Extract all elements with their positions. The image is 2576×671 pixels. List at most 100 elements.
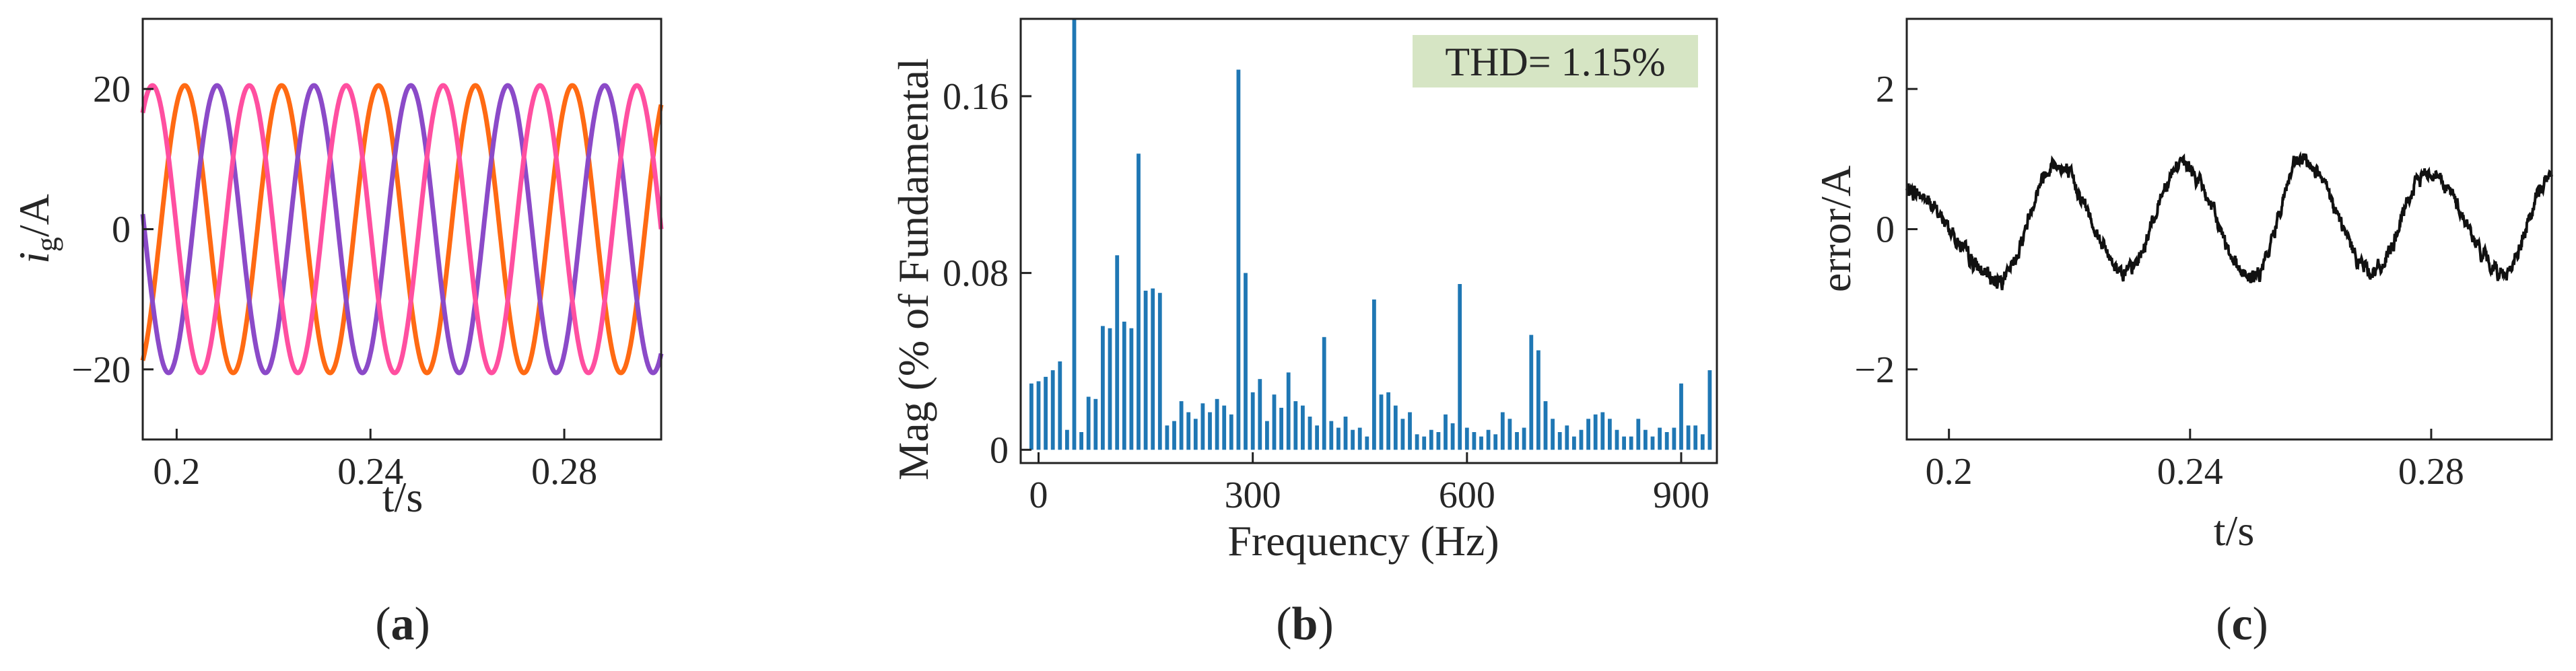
- harmonic-bar: [1186, 412, 1191, 450]
- harmonic-bar: [1165, 425, 1170, 450]
- panel-a-ylabel: ig/A: [10, 194, 63, 264]
- harmonic-bar: [1515, 432, 1519, 450]
- harmonic-bar: [1258, 379, 1262, 450]
- harmonic-bar: [1179, 401, 1184, 450]
- thd-annotation: THD= 1.15%: [1445, 40, 1665, 84]
- harmonic-bar: [1137, 153, 1141, 450]
- harmonic-bar: [1157, 293, 1162, 450]
- panel-b-ytick-label: 0.08: [943, 253, 1009, 295]
- panel-c-ylabel: error/A: [1812, 166, 1860, 292]
- panel-b-axes-frame: [1019, 17, 1718, 464]
- harmonic-bar: [1622, 436, 1626, 450]
- harmonic-bar: [1507, 419, 1512, 450]
- series-line-error: [1905, 151, 2553, 291]
- harmonic-bar: [1664, 432, 1669, 450]
- harmonic-bar: [1436, 432, 1441, 450]
- harmonic-bar: [1208, 412, 1212, 450]
- harmonic-bar: [1058, 361, 1062, 450]
- harmonic-bar: [1572, 436, 1576, 450]
- harmonic-bar: [1086, 396, 1091, 450]
- harmonic-bar: [1222, 405, 1227, 450]
- harmonic-bar: [1122, 321, 1126, 450]
- panel-a: 0.2 0.24 0.28 20 0 −20 t/s ig/A (a): [10, 17, 664, 650]
- harmonic-bar: [1250, 392, 1255, 450]
- panel-b: 0 300 600 900 0 0.08 0.16 THD= 1.15% Frequency…: [889, 17, 1718, 650]
- panel-c-ticks: 0.2 0.24 0.28 2 0 −2: [1854, 69, 2464, 493]
- panel-b-xtick-label: 900: [1653, 474, 1709, 516]
- panel-a-xtick-label: 0.24: [337, 451, 403, 493]
- harmonic-bar: [1565, 425, 1569, 450]
- series-line-phase-C: [140, 83, 664, 376]
- panel-c-ytick-label: −2: [1854, 349, 1895, 391]
- harmonic-bar: [1629, 436, 1633, 450]
- panel-c-xtick-label: 0.28: [2398, 451, 2464, 493]
- harmonic-bar: [1464, 427, 1469, 450]
- harmonic-bar: [1351, 429, 1355, 450]
- harmonic-bar: [1422, 436, 1427, 450]
- harmonic-bar: [1172, 421, 1176, 450]
- harmonic-bar: [1372, 299, 1376, 450]
- panel-a-xtick-label: 0.28: [531, 451, 597, 493]
- panel-c: 0.2 0.24 0.28 2 0 −2 t/s error/A (c): [1812, 17, 2553, 650]
- panel-b-xtick-label: 300: [1225, 474, 1281, 516]
- harmonic-bar: [1029, 383, 1033, 450]
- harmonic-bar: [1393, 405, 1398, 450]
- panel-b-xtick-label: 600: [1439, 474, 1495, 516]
- harmonic-bar: [1329, 421, 1334, 450]
- panel-a-xlabel: t/s: [382, 473, 423, 521]
- harmonic-bar: [1472, 432, 1477, 450]
- harmonic-bar: [1679, 383, 1683, 450]
- harmonic-bar: [1408, 412, 1412, 450]
- harmonic-bar: [1600, 412, 1605, 450]
- harmonic-bar: [1365, 436, 1369, 450]
- panel-a-xtick-label: 0.2: [153, 451, 200, 493]
- panel-a-ytick-label: 0: [112, 209, 131, 251]
- panel-a-series: [140, 83, 664, 376]
- harmonic-bar: [1543, 401, 1548, 450]
- harmonic-bar: [1551, 419, 1555, 450]
- harmonic-bar: [1593, 414, 1598, 450]
- harmonic-bar: [1707, 370, 1712, 450]
- harmonic-bar: [1672, 427, 1676, 450]
- harmonic-bar: [1108, 328, 1112, 450]
- panel-b-bars: [1029, 19, 1712, 450]
- harmonic-bar: [1400, 419, 1405, 450]
- harmonic-bar: [1500, 412, 1505, 450]
- harmonic-bar: [1065, 429, 1069, 450]
- harmonic-bar: [1650, 436, 1655, 450]
- harmonic-bar: [1308, 417, 1312, 450]
- panel-a-ticks: 0.2 0.24 0.28 20 0 −20: [71, 69, 597, 493]
- panel-b-ytick-label: 0.16: [943, 76, 1009, 118]
- panel-a-ytick-label: −20: [71, 349, 131, 391]
- harmonic-bar: [1279, 407, 1283, 450]
- harmonic-bar: [1429, 429, 1433, 450]
- panel-c-ytick-label: 0: [1876, 209, 1895, 251]
- harmonic-bar: [1143, 290, 1148, 450]
- panel-b-ticks: 0 300 600 900 0 0.08 0.16: [943, 76, 1709, 516]
- panel-b-ylabel: Mag (% of Fundamental: [889, 58, 937, 480]
- harmonic-bar: [1343, 417, 1348, 450]
- harmonic-bar: [1643, 429, 1648, 450]
- harmonic-bar: [1608, 419, 1612, 450]
- panel-a-ylabel-unit: /A: [10, 194, 58, 237]
- harmonic-bar: [1036, 381, 1041, 450]
- panel-a-letter: a: [391, 598, 415, 650]
- harmonic-bar: [1079, 432, 1083, 450]
- harmonic-bar: [1322, 337, 1326, 450]
- harmonic-bar: [1529, 334, 1534, 450]
- harmonic-bar: [1415, 434, 1419, 450]
- harmonic-bar: [1286, 372, 1291, 450]
- harmonic-bar: [1101, 326, 1105, 450]
- panel-c-xlabel: t/s: [2214, 507, 2254, 555]
- series-line-phase-A: [140, 83, 664, 376]
- harmonic-bar: [1458, 284, 1462, 450]
- panel-a-ylabel-sub: g: [30, 237, 63, 252]
- panel-b-letter: b: [1292, 598, 1318, 650]
- harmonic-bar: [1386, 392, 1390, 450]
- panel-b-ytick-label: 0: [990, 429, 1009, 471]
- harmonic-bar: [1293, 401, 1298, 450]
- harmonic-bar: [1444, 414, 1448, 450]
- harmonic-bar: [1093, 398, 1098, 450]
- harmonic-bar: [1115, 255, 1120, 450]
